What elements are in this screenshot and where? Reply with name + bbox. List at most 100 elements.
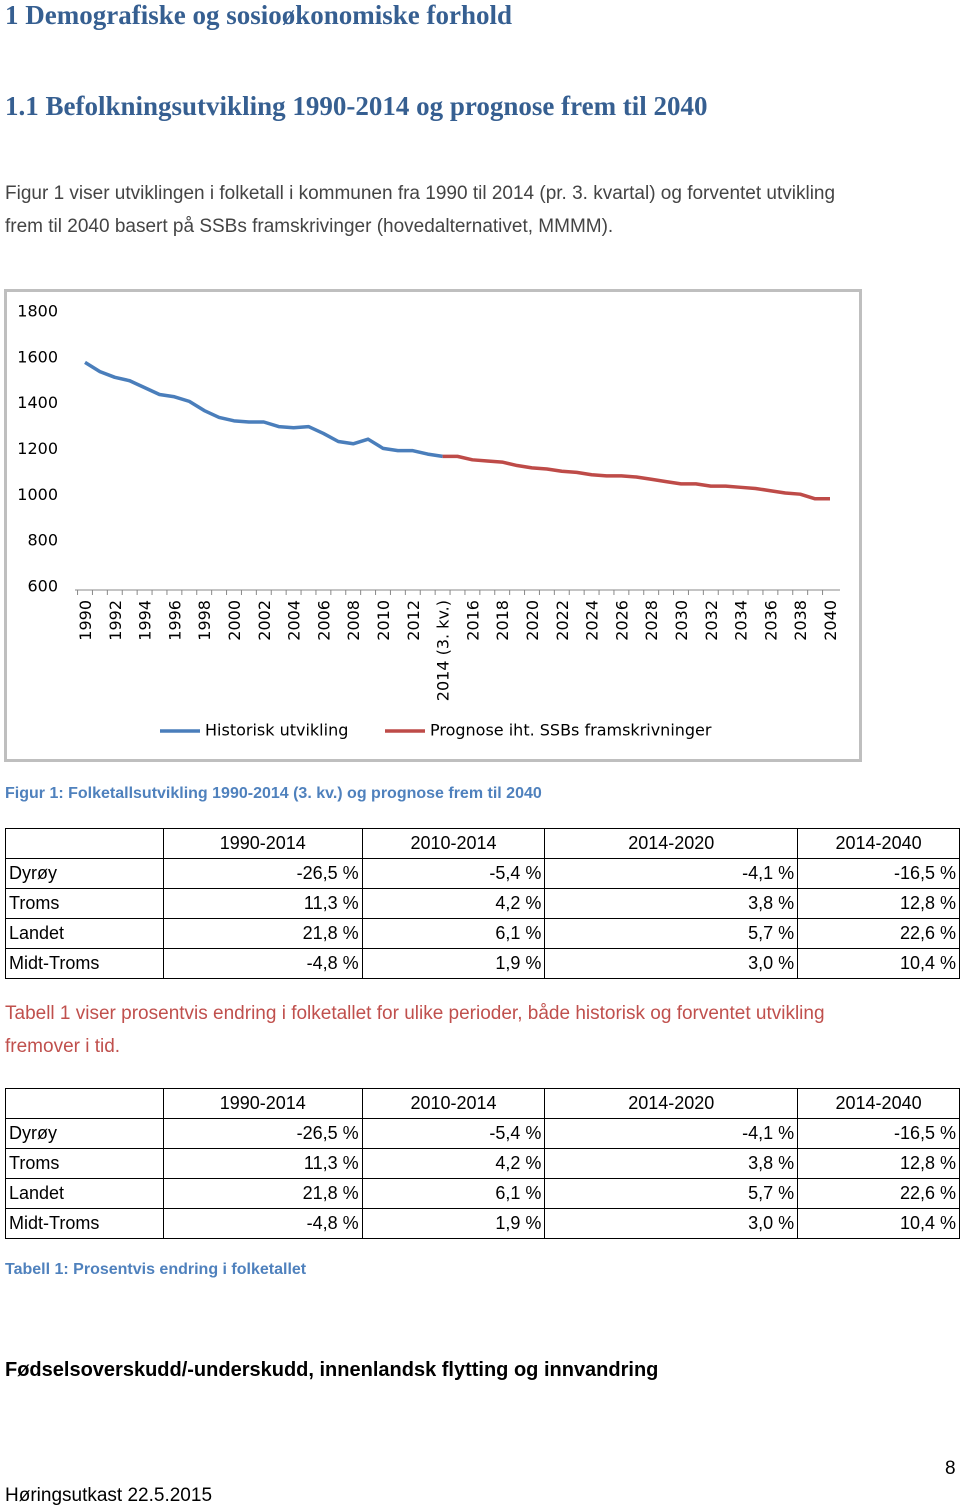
x-tick-label: 1996 (165, 600, 184, 641)
table-cell: -4,8 % (162, 948, 363, 979)
table-cell: Troms (5, 1148, 164, 1179)
table-row: Midt-Troms -4,8 % 1,9 % 3,0 % 10,4 % (5, 948, 960, 979)
table-cell: -16,5 % (797, 858, 960, 889)
table-cell: Midt-Troms (5, 1208, 164, 1239)
y-tick-label: 600 (27, 577, 58, 596)
table-row: Dyrøy -26,5 % -5,4 % -4,1 % -16,5 % (5, 858, 960, 889)
table-cell: Midt-Troms (5, 948, 164, 979)
intro-line: frem til 2040 basert på SSBs framskrivin… (5, 216, 614, 237)
table-caption: Tabell 1: Prosentvis endring i folketall… (5, 1261, 307, 1278)
y-tick-label: 1200 (17, 439, 58, 458)
x-tick-label: 2016 (463, 600, 482, 641)
chart-frame (4, 289, 862, 762)
table-cell: 21,8 % (162, 918, 363, 949)
table-cell: 10,4 % (797, 1208, 960, 1239)
table-cell: -4,1 % (544, 1118, 799, 1149)
x-tick-label: 2024 (583, 600, 602, 641)
table-cell: 4,2 % (361, 1148, 546, 1179)
x-tick-label: 2000 (225, 600, 244, 641)
table-row: Troms 11,3 % 4,2 % 3,8 % 12,8 % (5, 1148, 960, 1179)
footer: Høringsutkast 22.5.2015 (5, 1485, 213, 1506)
table-cell: 5,7 % (544, 918, 799, 949)
table-cell: Troms (5, 888, 164, 919)
table-cell: 1990-2014 (162, 1088, 363, 1119)
line-series (84, 360, 443, 459)
x-tick-label: 1992 (106, 600, 125, 641)
table-cell: 10,4 % (797, 948, 960, 979)
x-tick-label: 2038 (791, 600, 810, 641)
table-cell: -5,4 % (361, 858, 546, 889)
table-cell: 2014-2020 (544, 1088, 799, 1119)
x-tick-label: 2022 (553, 600, 572, 641)
table-cell: -5,4 % (361, 1118, 546, 1149)
table-cell: 2010-2014 (361, 828, 546, 859)
x-tick-label: 2028 (642, 600, 661, 641)
table: 1990-2014 2010-2014 2014-2020 2014-2040 Dyrø… (5, 1088, 960, 1239)
figure-caption: Figur 1: Folketallsutvikling 1990-2014 (… (5, 785, 542, 802)
table-cell: 12,8 % (797, 1148, 960, 1179)
table-cell: Dyrøy (5, 1118, 164, 1149)
table-cell: 22,6 % (797, 1178, 960, 1209)
y-tick-label: 1400 (17, 393, 58, 412)
table-row: Dyrøy -26,5 % -5,4 % -4,1 % -16,5 % (5, 1118, 960, 1149)
table-cell: -26,5 % (162, 1118, 363, 1149)
table-row: 1990-2014 2010-2014 2014-2020 2014-2040 (5, 828, 960, 859)
table-cell: 3,8 % (544, 888, 799, 919)
table-row: Midt-Troms -4,8 % 1,9 % 3,0 % 10,4 % (5, 1208, 960, 1239)
paragraph-line: fremover i tid. (5, 1036, 121, 1057)
table-cell: 1990-2014 (162, 828, 363, 859)
legend-label: Prognose iht. SSBs framskrivninger (430, 721, 712, 740)
table-cell: 2014-2040 (797, 1088, 960, 1119)
table-cell: 22,6 % (797, 918, 960, 949)
table-cell: -26,5 % (162, 858, 363, 889)
legend-label: Historisk utvikling (205, 721, 348, 740)
x-tick-label: 2030 (672, 600, 691, 641)
x-tick-label: 2034 (732, 600, 751, 641)
table-cell: 1,9 % (361, 948, 546, 979)
table-cell: 3,0 % (544, 1208, 799, 1239)
table-cell: 4,2 % (361, 888, 546, 919)
table-cell: 3,0 % (544, 948, 799, 979)
y-tick-label: 1600 (17, 347, 58, 366)
table-cell: 6,1 % (361, 918, 546, 949)
x-tick-label: 2008 (344, 600, 363, 641)
table-cell: Landet (5, 1178, 164, 1209)
table: 1990-2014 2010-2014 2014-2020 2014-2040 Dyrø… (5, 828, 960, 979)
x-tick-label: 2036 (761, 600, 780, 641)
table-row: Landet 21,8 % 6,1 % 5,7 % 22,6 % (5, 1178, 960, 1209)
paragraph-line: Tabell 1 viser prosentvis endring i folk… (5, 1003, 825, 1024)
x-tick-label: 2012 (404, 600, 423, 641)
x-tick-label: 2006 (314, 600, 333, 641)
table-cell: -16,5 % (797, 1118, 960, 1149)
chart: 600 800 1000 1200 1400 1600 1800 1990 1992 1994 19… (4, 289, 862, 762)
page-number: 8 (945, 1458, 956, 1479)
x-tick-label: 1994 (136, 600, 155, 641)
table-cell: 5,7 % (544, 1178, 799, 1209)
table-cell: Landet (5, 918, 164, 949)
table-cell: 2014-2020 (544, 828, 799, 859)
x-tick-label: 1998 (195, 600, 214, 641)
heading: 1 Demografiske og sosioøkonomiske forhol… (5, 0, 513, 30)
table-cell: -4,1 % (544, 858, 799, 889)
table-row: Troms 11,3 % 4,2 % 3,8 % 12,8 % (5, 888, 960, 919)
x-tick-label: 2014 (3. kv.) (434, 600, 453, 701)
subheading: 1.1 Befolkningsutvikling 1990-2014 og pr… (5, 91, 708, 121)
x-tick-label: 2026 (612, 600, 631, 641)
table-cell: 12,8 % (797, 888, 960, 919)
table-cell (5, 1088, 164, 1119)
x-tick-label: 2004 (285, 600, 304, 641)
table-cell: 11,3 % (162, 888, 363, 919)
table-cell: 11,3 % (162, 1148, 363, 1179)
section-heading: Fødselsoverskudd/-underskudd, innenlands… (5, 1359, 659, 1381)
x-tick-label: 2032 (702, 600, 721, 641)
y-tick-label: 1000 (17, 485, 58, 504)
x-tick-label: 1990 (76, 600, 95, 641)
x-tick-label: 2020 (523, 600, 542, 641)
x-tick-label: 2018 (493, 600, 512, 641)
table-cell (5, 828, 164, 859)
table-cell: 6,1 % (361, 1178, 546, 1209)
table-cell: 2014-2040 (797, 828, 960, 859)
intro-line: Figur 1 viser utviklingen i folketall i … (5, 183, 836, 204)
table-cell: -4,8 % (162, 1208, 363, 1239)
